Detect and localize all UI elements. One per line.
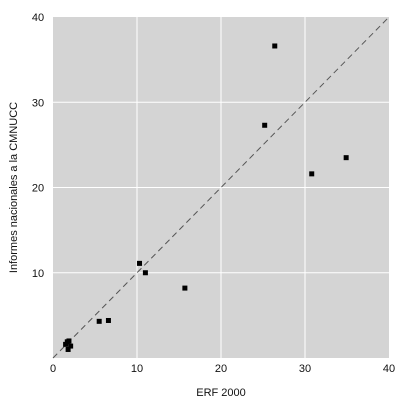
y-tick-label: 30	[32, 97, 44, 109]
y-tick-label: 40	[32, 12, 44, 24]
data-point	[343, 155, 349, 161]
data-points	[63, 43, 349, 352]
data-point	[63, 341, 69, 347]
data-point	[96, 318, 102, 324]
data-point	[262, 122, 268, 128]
x-tick-label: 30	[299, 363, 311, 375]
data-point	[105, 317, 111, 323]
data-point	[182, 285, 188, 291]
x-tick-labels: 0 10 20 30 40	[50, 363, 395, 375]
x-tick-label: 20	[215, 363, 227, 375]
grid-lines	[53, 17, 389, 358]
y-tick-label: 10	[32, 268, 44, 280]
data-point	[137, 260, 143, 266]
x-tick-label: 10	[131, 363, 143, 375]
data-point	[309, 171, 315, 177]
y-axis-title: Informes nacionales a la CMNUCC	[8, 102, 20, 273]
y-tick-labels: 10 20 30 40	[32, 12, 44, 280]
data-point	[65, 346, 71, 352]
x-tick-label: 0	[50, 363, 56, 375]
data-point	[142, 270, 148, 276]
data-point	[66, 338, 72, 344]
data-point	[272, 43, 278, 49]
data-point	[68, 343, 74, 349]
x-axis-title: ERF 2000	[196, 387, 246, 399]
y-tick-label: 20	[32, 183, 44, 195]
x-tick-label: 40	[383, 363, 395, 375]
